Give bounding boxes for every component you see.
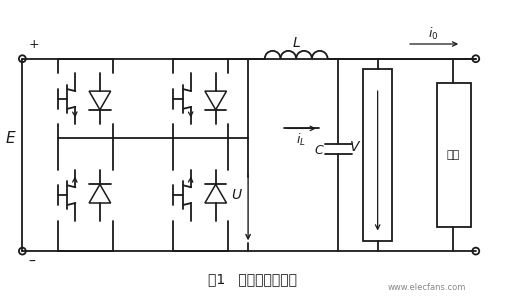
Text: L: L xyxy=(292,36,299,50)
Bar xyxy=(436,83,470,226)
Text: www.elecfans.com: www.elecfans.com xyxy=(387,283,465,292)
Text: $i_0$: $i_0$ xyxy=(428,26,438,42)
Text: E: E xyxy=(6,131,15,146)
Text: +: + xyxy=(28,38,39,51)
Text: V: V xyxy=(349,140,359,154)
Text: C: C xyxy=(314,145,323,158)
Bar xyxy=(362,68,391,241)
Text: 图1   逆变电源系统图: 图1 逆变电源系统图 xyxy=(208,273,297,286)
Text: U: U xyxy=(231,188,241,202)
Text: –: – xyxy=(28,255,35,269)
Text: 负载: 负载 xyxy=(446,150,459,160)
Text: $i_L$: $i_L$ xyxy=(295,132,306,148)
